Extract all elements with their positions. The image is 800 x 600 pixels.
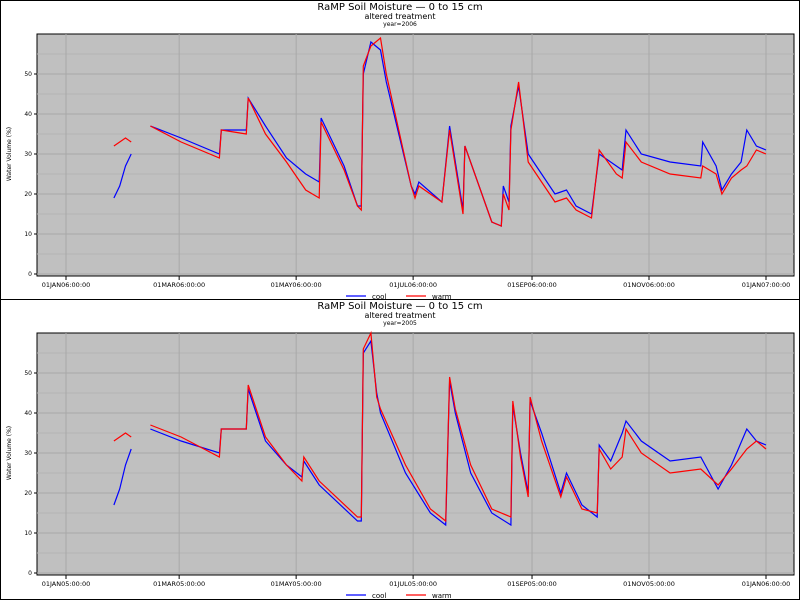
y-tick-label: 30 — [24, 450, 32, 457]
y-axis-label: Water Volume (%) — [6, 127, 13, 181]
legend-label-cool: cool — [372, 592, 386, 599]
legend-label-warm: warm — [432, 592, 452, 599]
x-tick-label: 01MAR05:00:00 — [153, 580, 205, 588]
x-tick-label: 01NOV06:00:00 — [623, 281, 675, 289]
y-tick-label: 0 — [28, 570, 32, 577]
series-line-warm — [150, 330, 767, 523]
y-tick-label: 20 — [24, 191, 32, 198]
x-tick-label: 01JAN06:00:00 — [42, 281, 91, 289]
y-tick-label: 20 — [24, 490, 32, 497]
chart-byline: year=2006 — [383, 21, 417, 28]
x-tick-label: 01SEP06:00:00 — [507, 281, 557, 289]
x-tick-label: 01JAN06:00:00 — [742, 580, 791, 588]
chart-panel-2005: RaMP Soil Moisture — 0 to 15 cm altered t… — [0, 299, 800, 600]
series-line-cool — [113, 153, 132, 199]
x-tick-label: 01JUL05:00:00 — [389, 580, 437, 588]
x-tick-label: 01JAN05:00:00 — [42, 580, 91, 588]
x-tick-label: 01SEP05:00:00 — [507, 580, 557, 588]
x-tick-label: 01MAY06:00:00 — [271, 281, 322, 289]
y-tick-label: 10 — [24, 231, 32, 238]
x-tick-label: 01MAR06:00:00 — [153, 281, 205, 289]
y-tick-label: 50 — [24, 71, 32, 78]
chart-title: RaMP Soil Moisture — 0 to 15 cm — [317, 301, 482, 312]
chart-byline: year=2005 — [383, 320, 417, 327]
chart-panel-2006: RaMP Soil Moisture — 0 to 15 cm altered t… — [0, 0, 800, 300]
series-line-warm — [150, 36, 767, 227]
y-tick-label: 10 — [24, 530, 32, 537]
y-tick-label: 0 — [28, 271, 32, 278]
x-tick-label: 01JAN07:00:00 — [742, 281, 791, 289]
chart-subtitle: altered treatment — [365, 12, 436, 21]
plot-area — [36, 33, 795, 277]
series-line-warm — [113, 432, 132, 442]
series-line-warm — [113, 137, 132, 147]
y-axis-label: Water Volume (%) — [6, 426, 13, 480]
series-line-cool — [113, 448, 132, 506]
y-tick-label: 30 — [24, 151, 32, 158]
legend-label-cool: cool — [372, 293, 386, 299]
y-tick-label: 40 — [24, 410, 32, 417]
plot-area — [36, 332, 795, 576]
legend-label-warm: warm — [432, 293, 452, 299]
x-tick-label: 01NOV05:00:00 — [623, 580, 675, 588]
x-tick-label: 01MAY05:00:00 — [271, 580, 322, 588]
x-tick-label: 01JUL06:00:00 — [389, 281, 437, 289]
chart-title: RaMP Soil Moisture — 0 to 15 cm — [317, 2, 482, 13]
y-tick-label: 40 — [24, 111, 32, 118]
chart-subtitle: altered treatment — [365, 311, 436, 320]
y-tick-label: 50 — [24, 370, 32, 377]
series-line-cool — [150, 339, 767, 527]
